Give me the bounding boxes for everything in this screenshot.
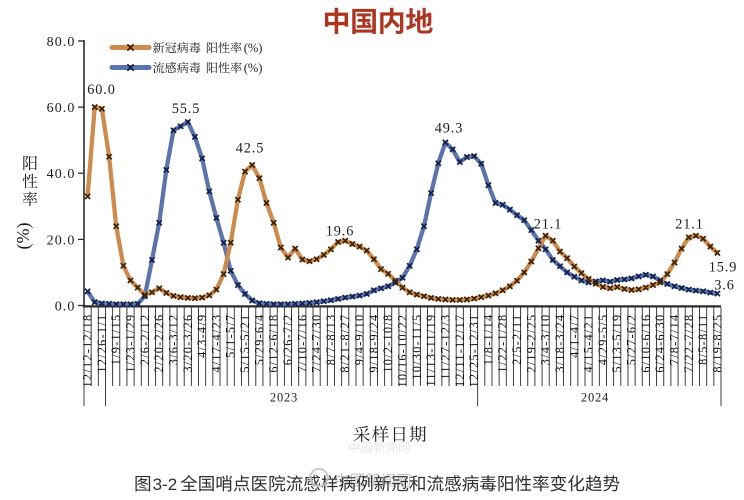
svg-text:4/15-4/21: 4/15-4/21 <box>582 314 596 373</box>
svg-text:(%): (%) <box>244 41 263 55</box>
svg-text:2/5-2/11: 2/5-2/11 <box>510 314 524 365</box>
svg-text:2/19-2/25: 2/19-2/25 <box>524 314 538 373</box>
svg-text:21.1: 21.1 <box>534 217 562 233</box>
svg-text:21.1: 21.1 <box>675 217 703 233</box>
svg-text:12/25-12/31: 12/25-12/31 <box>467 314 481 388</box>
svg-text:6/12-6/18: 6/12-6/18 <box>267 314 281 373</box>
svg-text:9/18-9/24: 9/18-9/24 <box>367 314 381 373</box>
svg-text:4/1-4/7: 4/1-4/7 <box>567 314 581 358</box>
svg-text:60.0: 60.0 <box>87 82 115 98</box>
svg-text:1/22-1/28: 1/22-1/28 <box>496 314 510 373</box>
svg-text:3/4-3/10: 3/4-3/10 <box>539 314 553 366</box>
svg-text:20.0: 20.0 <box>47 233 76 248</box>
svg-text:3-2: 3-2 <box>153 475 178 494</box>
svg-text:6/24-6/30: 6/24-6/30 <box>653 314 667 373</box>
svg-text:5/15-5/21: 5/15-5/21 <box>238 314 252 373</box>
svg-text:60.0: 60.0 <box>47 101 76 116</box>
svg-text:4/29-5/5: 4/29-5/5 <box>596 314 610 366</box>
svg-text:0.0: 0.0 <box>55 299 76 314</box>
svg-text:55.5: 55.5 <box>172 101 200 117</box>
svg-text:1/9-1/15: 1/9-1/15 <box>109 314 123 366</box>
svg-text:10/30-11/5: 10/30-11/5 <box>410 314 424 380</box>
svg-text:7/22-7/28: 7/22-7/28 <box>682 314 696 373</box>
svg-text:5/29-6/4: 5/29-6/4 <box>252 314 266 366</box>
svg-text:2/20-2/26: 2/20-2/26 <box>152 314 166 373</box>
svg-text:8/19-8/25: 8/19-8/25 <box>710 314 724 373</box>
svg-text:3/20-3/26: 3/20-3/26 <box>181 314 195 373</box>
svg-text:7/10-7/16: 7/10-7/16 <box>295 314 309 373</box>
svg-text:2024: 2024 <box>581 391 609 405</box>
svg-text:1/23-1/29: 1/23-1/29 <box>124 314 138 373</box>
svg-text:7/24-7/30: 7/24-7/30 <box>310 314 324 373</box>
svg-text:10/2-10/8: 10/2-10/8 <box>381 314 395 373</box>
svg-text:3/18-3/24: 3/18-3/24 <box>553 314 567 373</box>
svg-text:12/11-12/17: 12/11-12/17 <box>453 314 467 387</box>
svg-text:5/13-5/19: 5/13-5/19 <box>610 314 624 373</box>
svg-text:12/26-1/1: 12/26-1/1 <box>95 314 109 373</box>
svg-text:6/10-6/16: 6/10-6/16 <box>639 314 653 373</box>
svg-text:15.9: 15.9 <box>709 260 737 276</box>
svg-text:5/1-5/7: 5/1-5/7 <box>224 314 238 358</box>
svg-text:80.0: 80.0 <box>47 35 76 50</box>
svg-text:2023: 2023 <box>270 391 298 405</box>
svg-text:1/8-1/14: 1/8-1/14 <box>481 314 495 366</box>
svg-text:12/12-12/18: 12/12-12/18 <box>81 314 95 388</box>
svg-text:2/6-2/12: 2/6-2/12 <box>138 314 152 366</box>
svg-text:5/27-6/2: 5/27-6/2 <box>625 314 639 366</box>
svg-text:3/6-3/12: 3/6-3/12 <box>167 314 181 366</box>
svg-text:8/5-8/11: 8/5-8/11 <box>696 314 710 365</box>
svg-text:4/17-4/23: 4/17-4/23 <box>209 314 223 373</box>
svg-text:40.0: 40.0 <box>47 167 76 182</box>
svg-text:3.6: 3.6 <box>714 278 734 294</box>
svg-text:49.3: 49.3 <box>435 121 463 137</box>
svg-text:6/26-7/2: 6/26-7/2 <box>281 314 295 366</box>
svg-text:(%): (%) <box>13 223 34 250</box>
svg-text:8/7-8/13: 8/7-8/13 <box>324 314 338 366</box>
svg-text:7/8-7/14: 7/8-7/14 <box>668 314 682 366</box>
svg-text:9/4-9/10: 9/4-9/10 <box>353 314 367 366</box>
svg-text:10/16-10/22: 10/16-10/22 <box>396 314 410 388</box>
svg-text:(%): (%) <box>244 61 263 75</box>
svg-text:11/13-11/19: 11/13-11/19 <box>424 314 438 387</box>
svg-text:8/21-8/27: 8/21-8/27 <box>338 314 352 373</box>
svg-text:19.6: 19.6 <box>326 224 354 240</box>
svg-text:4/3-4/9: 4/3-4/9 <box>195 314 209 358</box>
svg-text:42.5: 42.5 <box>236 141 264 157</box>
svg-text:11/27-12/3: 11/27-12/3 <box>438 314 452 380</box>
